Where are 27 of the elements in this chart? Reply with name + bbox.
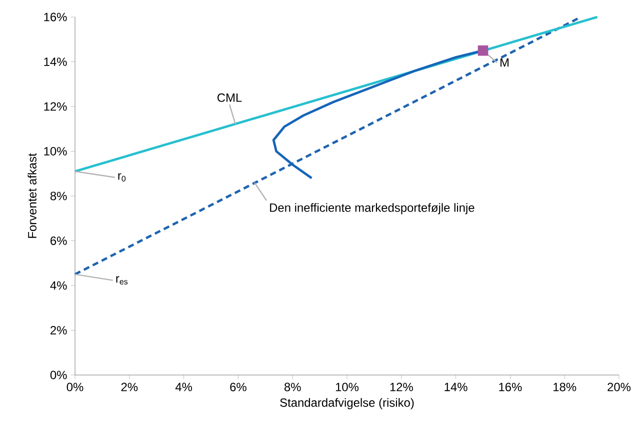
x-tick-label: 6% xyxy=(230,382,246,392)
y-tick-label: 12% xyxy=(44,102,67,111)
x-tick-label: 20% xyxy=(608,382,631,392)
y-axis-title: Forventet afkast xyxy=(28,153,36,238)
x-tick-label: 2% xyxy=(121,382,138,392)
annotation: CML xyxy=(217,93,242,102)
y-tick-label: 16% xyxy=(44,12,67,22)
y-tick-label: 14% xyxy=(44,58,67,66)
x-tick-label: 10% xyxy=(336,382,359,392)
x-tick-label: 14% xyxy=(444,382,468,392)
y-tick-label: 6% xyxy=(50,236,67,245)
annotation: Den inefficiente markedsporteføjle linje xyxy=(270,203,474,214)
annotation: r$_{es}$ xyxy=(116,276,128,284)
y-tick-label: 2% xyxy=(50,326,67,334)
x-tick-label: 12% xyxy=(390,382,413,392)
x-tick-label: 4% xyxy=(175,382,192,392)
x-tick-label: 8% xyxy=(284,382,301,392)
x-tick-label: 0% xyxy=(66,382,84,392)
y-tick-label: 0% xyxy=(50,370,67,380)
y-tick-label: 10% xyxy=(44,147,67,156)
x-tick-label: 18% xyxy=(554,382,576,392)
annotation: r$_{0}$ xyxy=(118,173,126,182)
y-tick-label: 8% xyxy=(50,192,67,200)
y-tick-label: 4% xyxy=(50,281,67,290)
x-axis-title: Standardafvigelse (risiko) xyxy=(280,398,414,410)
annotation: M xyxy=(500,58,509,67)
x-tick-label: 16% xyxy=(499,382,522,392)
